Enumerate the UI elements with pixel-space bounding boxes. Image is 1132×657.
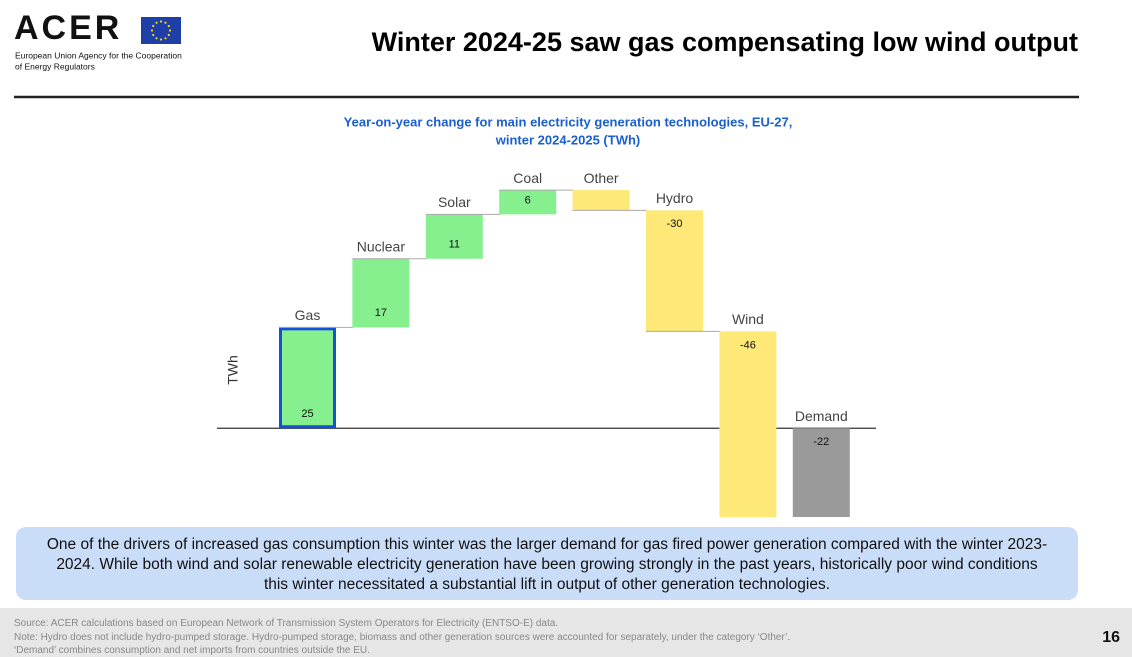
footer: Source: ACER calculations based on Europ… <box>0 608 1132 657</box>
category-label: Solar <box>438 194 471 210</box>
category-label: Gas <box>295 307 321 323</box>
value-label: 11 <box>449 239 460 251</box>
footer-note: Note: Hydro does not include hydro-pumpe… <box>14 632 791 643</box>
summary-box: One of the drivers of increased gas cons… <box>16 527 1078 600</box>
category-label: Hydro <box>656 190 694 206</box>
plot: Gas 25 Nuclear 17 Solar 11 Coal 6 Other Hydro -30 W… <box>217 170 876 517</box>
value-label: 17 <box>375 307 387 319</box>
bar <box>279 327 336 429</box>
value-label: 6 <box>525 194 531 206</box>
agency-name: European Union Agency for the Cooperatio… <box>15 50 182 60</box>
category-label: Wind <box>732 311 764 327</box>
category-label: Demand <box>795 408 848 424</box>
page-number: 16 <box>1102 629 1120 646</box>
bar <box>572 190 630 211</box>
value-label: -30 <box>667 218 683 230</box>
agency-name: of Energy Regulators <box>15 61 95 71</box>
bar <box>719 331 777 517</box>
value-label: 25 <box>301 408 313 420</box>
bar <box>499 190 557 215</box>
chart-title: winter 2024-2025 (TWh) <box>495 132 641 147</box>
bar <box>425 214 483 259</box>
bar <box>792 428 850 517</box>
footer-note: Source: ACER calculations based on Europ… <box>14 618 559 629</box>
flag-stars <box>150 20 172 41</box>
bar <box>646 210 703 332</box>
y-axis-label: TWh <box>225 355 241 385</box>
footer-note: ‘Demand’ combines consumption and net im… <box>14 645 370 656</box>
value-label: -46 <box>740 339 756 351</box>
chart-title: Year-on-year change for main electricity… <box>344 114 793 129</box>
bar <box>352 258 410 328</box>
slide-title: Winter 2024-25 saw gas compensating low … <box>372 27 1078 57</box>
logo: ACER <box>14 9 122 47</box>
category-label: Nuclear <box>357 238 406 254</box>
category-label: Other <box>584 170 619 186</box>
category-label: Coal <box>513 170 542 186</box>
value-label: -22 <box>813 436 829 448</box>
